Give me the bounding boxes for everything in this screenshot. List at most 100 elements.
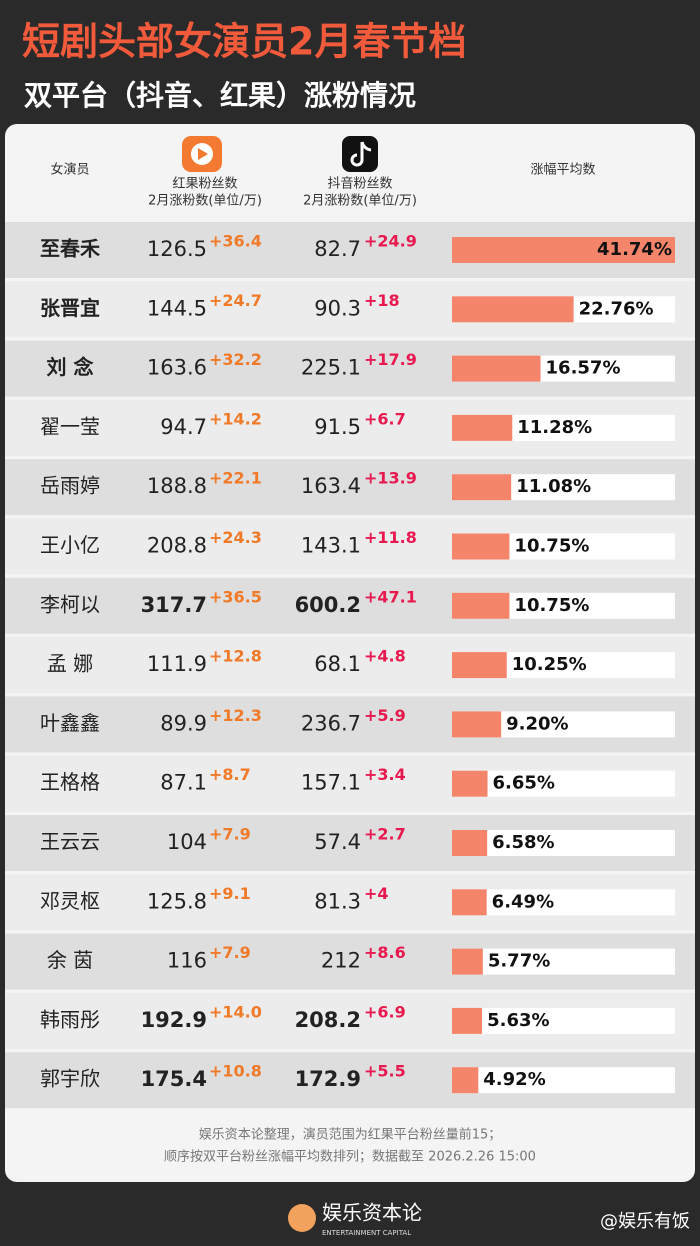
douyin-fans: 157.1 — [301, 771, 361, 795]
brand-en: ENTERTAINMENT CAPITAL — [322, 1229, 411, 1237]
hongguo-fans: 126.5 — [147, 237, 207, 261]
douyin-gain: +47.1 — [364, 587, 417, 606]
douyin-fans: 208.2 — [295, 1008, 361, 1032]
hongguo-gain: +7.9 — [209, 825, 251, 844]
douyin-gain: +4.8 — [364, 647, 406, 666]
hongguo-gain: +24.3 — [209, 528, 262, 547]
bar-label: 4.92% — [483, 1069, 545, 1090]
col-header: 女演员 — [50, 162, 89, 178]
actress-name: 至春禾 — [40, 237, 100, 261]
hongguo-fans: 94.7 — [160, 415, 207, 439]
hongguo-gain: +8.7 — [209, 765, 251, 784]
bar-track — [452, 948, 675, 975]
actress-name: 王格格 — [40, 770, 100, 794]
douyin-icon-note — [350, 141, 372, 167]
hongguo-fans: 188.8 — [147, 474, 207, 498]
hongguo-fans: 317.7 — [141, 593, 207, 617]
actress-name: 韩雨彤 — [40, 1007, 100, 1031]
douyin-gain: +2.7 — [364, 825, 406, 844]
douyin-fans: 91.5 — [314, 415, 361, 439]
bar-label: 10.75% — [514, 595, 589, 616]
bar — [452, 889, 487, 916]
actress-name: 李柯以 — [40, 592, 100, 616]
hongguo-gain: +12.3 — [209, 706, 262, 725]
hongguo-fans: 192.9 — [141, 1008, 207, 1032]
bar-track — [452, 770, 675, 797]
actress-name: 叶鑫鑫 — [40, 711, 100, 735]
bar — [452, 474, 512, 501]
actress-name: 岳雨婷 — [40, 474, 100, 498]
actress-name: 郭宇欣 — [40, 1067, 100, 1091]
bar — [452, 1007, 483, 1034]
douyin-gain: +3.4 — [364, 765, 406, 784]
bar-label: 5.77% — [488, 951, 550, 972]
douyin-fans: 236.7 — [301, 711, 361, 735]
douyin-gain: +11.8 — [364, 528, 417, 547]
col-subheader: 2月涨粉数(单位/万) — [148, 194, 262, 209]
douyin-gain: +6.9 — [364, 1002, 406, 1021]
hongguo-gain: +9.1 — [209, 884, 251, 903]
bar-track — [452, 1067, 675, 1094]
bar-track — [452, 1007, 675, 1034]
actress-name: 翟一莹 — [40, 414, 100, 438]
douyin-gain: +4 — [364, 884, 389, 903]
hongguo-fans: 163.6 — [147, 356, 207, 380]
douyin-fans: 143.1 — [301, 534, 361, 558]
douyin-gain: +18 — [364, 291, 400, 310]
footnote: 娱乐资本论整理，演员范围为红果平台粉丝量前15； — [199, 1127, 502, 1143]
hongguo-gain: +22.1 — [209, 469, 262, 488]
bar-label: 11.28% — [517, 417, 592, 438]
brand: 娱乐资本论 — [322, 1201, 422, 1225]
col-header: 抖音粉丝数 — [327, 176, 392, 192]
bar — [452, 296, 574, 323]
bar — [452, 355, 541, 382]
bar-label: 41.74% — [597, 239, 672, 260]
bar — [452, 414, 513, 441]
douyin-fans: 172.9 — [295, 1067, 361, 1091]
hongguo-fans: 175.4 — [141, 1067, 207, 1091]
title: 短剧头部女演员2月春节档 — [22, 20, 466, 64]
douyin-fans: 225.1 — [301, 356, 361, 380]
bar-track — [452, 889, 675, 916]
actress-name: 余 茵 — [47, 948, 93, 972]
bar — [452, 711, 502, 738]
bar-track — [452, 830, 675, 856]
douyin-fans: 57.4 — [314, 830, 361, 854]
hongguo-gain: +36.5 — [209, 587, 262, 606]
bar-label: 5.63% — [487, 1010, 549, 1031]
logo-icon — [288, 1204, 316, 1232]
actress-name: 孟 娜 — [47, 652, 93, 676]
hongguo-fans: 208.8 — [147, 534, 207, 558]
bar-label: 11.08% — [516, 476, 591, 497]
col-header: 涨幅平均数 — [530, 163, 595, 178]
hongguo-gain: +14.0 — [209, 1002, 262, 1021]
col-header: 红果粉丝数 — [172, 176, 237, 192]
bar — [452, 948, 483, 975]
douyin-gain: +5.9 — [364, 706, 406, 725]
douyin-gain: +5.5 — [364, 1062, 406, 1081]
actress-name: 邓灵枢 — [40, 889, 100, 913]
hongguo-gain: +24.7 — [209, 291, 262, 310]
hongguo-fans: 144.5 — [147, 296, 207, 320]
bar-label: 6.49% — [492, 891, 554, 912]
douyin-gain: +17.9 — [364, 350, 417, 369]
bar — [452, 237, 675, 263]
douyin-fans: 68.1 — [314, 652, 361, 676]
bar-label: 22.76% — [579, 298, 654, 319]
bar-label: 10.25% — [512, 654, 587, 675]
douyin-fans: 212 — [321, 949, 361, 973]
douyin-fans: 82.7 — [314, 237, 361, 261]
hongguo-fans: 104 — [167, 830, 207, 854]
handle: @娱乐有饭 — [600, 1211, 690, 1232]
douyin-gain: +6.7 — [364, 409, 406, 428]
hongguo-fans: 116 — [167, 949, 207, 973]
actress-name: 王云云 — [40, 830, 100, 854]
bar — [452, 1067, 479, 1094]
actress-name: 王小亿 — [40, 533, 100, 557]
bar — [452, 830, 488, 856]
douyin-fans: 81.3 — [314, 889, 361, 913]
col-subheader: 2月涨粉数(单位/万) — [303, 194, 417, 209]
hongguo-gain: +36.4 — [209, 232, 262, 251]
